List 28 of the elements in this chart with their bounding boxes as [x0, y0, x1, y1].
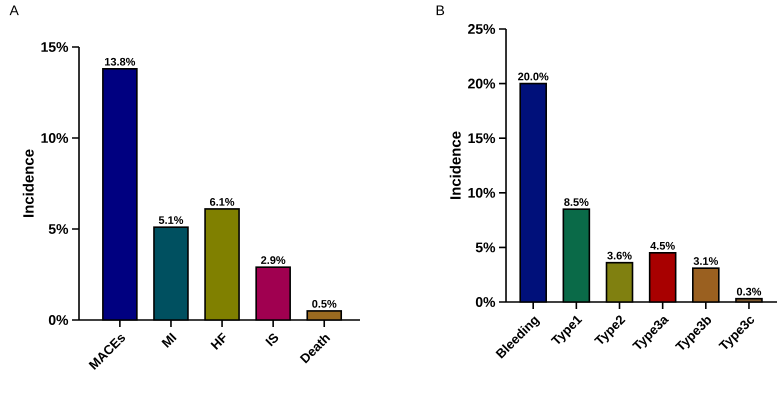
chart-title: A	[10, 6, 19, 16]
data-label: 3.6%	[607, 252, 632, 260]
y-tick-label: 25%	[468, 24, 496, 34]
data-label: 0.5%	[312, 300, 336, 308]
y-tick-label: 10%	[41, 133, 68, 143]
y-tick-label: 10%	[468, 188, 496, 198]
x-tick-label: MI	[161, 332, 177, 348]
y-tick-label: 5%	[48, 224, 68, 234]
data-label: 6.1%	[210, 198, 234, 206]
data-label: 5.1%	[158, 216, 184, 224]
data-label: 8.5%	[564, 198, 589, 206]
y-axis-title: Incidence	[450, 132, 461, 199]
y-tick-label: 0%	[48, 315, 68, 325]
y-axis-title: Incidence	[22, 150, 34, 217]
data-label: 20.0%	[518, 72, 548, 80]
data-label: 4.5%	[650, 242, 675, 250]
x-tick-label: HF	[210, 332, 226, 350]
data-label: 2.9%	[261, 256, 286, 264]
x-tick-label: IS	[265, 334, 278, 346]
y-tick-label: 15%	[41, 42, 68, 52]
y-tick-label: 5%	[476, 242, 496, 252]
y-tick-label: 0%	[476, 297, 496, 307]
y-tick-label: 15%	[468, 133, 496, 144]
chart-title: B	[436, 6, 444, 16]
data-label: 13.8%	[105, 58, 136, 66]
data-label: 3.1%	[694, 257, 718, 265]
data-label: 0.3%	[736, 288, 762, 296]
y-tick-label: 20%	[468, 78, 496, 89]
